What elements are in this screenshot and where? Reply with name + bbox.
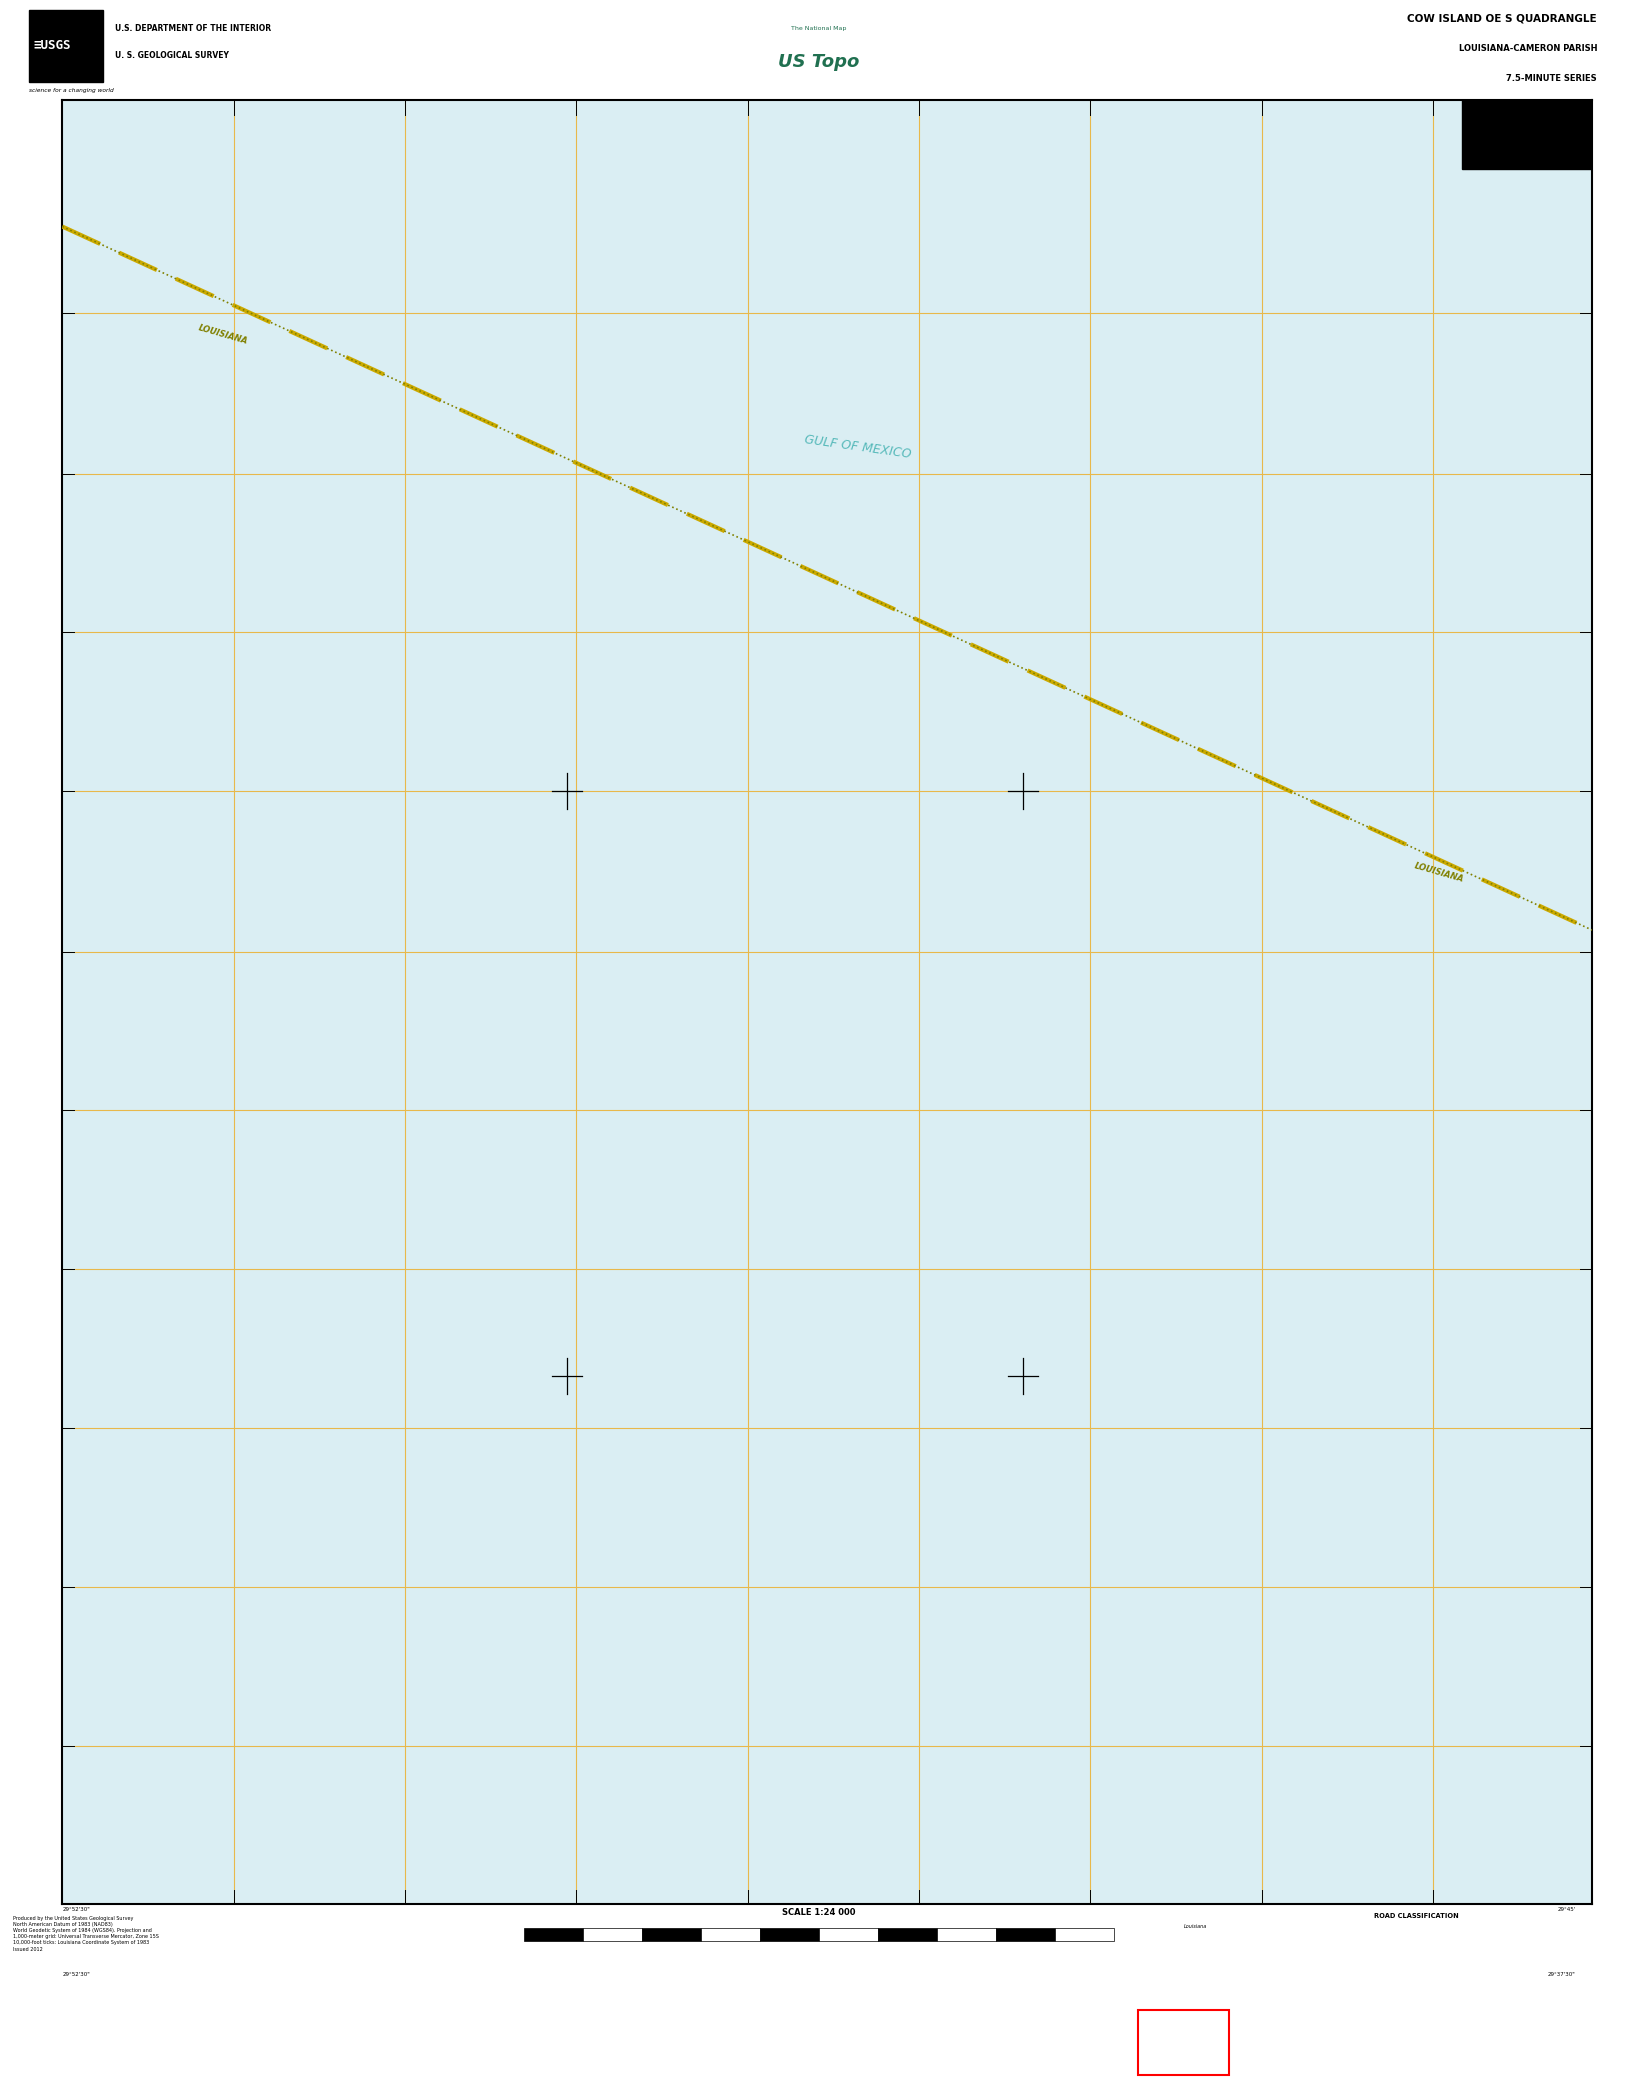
Text: LOUISIANA: LOUISIANA [197,324,249,347]
Bar [819,1927,878,1942]
Text: 7.5-MINUTE SERIES: 7.5-MINUTE SERIES [1507,73,1597,84]
Text: COW ISLAND OE S QUADRANGLE: COW ISLAND OE S QUADRANGLE [1407,13,1597,23]
Bar [760,1927,819,1942]
Text: U.S. DEPARTMENT OF THE INTERIOR: U.S. DEPARTMENT OF THE INTERIOR [115,23,270,33]
Text: Louisiana: Louisiana [1184,1925,1207,1929]
Bar [1138,2011,1228,2075]
Text: ROAD CLASSIFICATION: ROAD CLASSIFICATION [1374,1913,1459,1919]
Text: LOUISIANA: LOUISIANA [1414,860,1464,883]
Bar [524,1927,583,1942]
Text: Produced by the United States Geological Survey
North American Datum of 1983 (NA: Produced by the United States Geological… [13,1915,159,1952]
Text: 29°52'30": 29°52'30" [62,1973,90,1977]
Bar [701,1927,760,1942]
Text: The National Map: The National Map [791,25,847,31]
Bar [996,1927,1055,1942]
Text: SCALE 1:24 000: SCALE 1:24 000 [783,1908,855,1917]
Text: US Topo: US Topo [778,52,860,71]
Text: 29°37'30": 29°37'30" [1548,1973,1576,1977]
Bar [878,1927,937,1942]
Bar [29,10,103,81]
Text: ≡USGS: ≡USGS [33,38,70,52]
Bar [642,1927,701,1942]
Bar [583,1927,642,1942]
Text: GULF OF MEXICO: GULF OF MEXICO [804,432,912,461]
Text: science for a changing world: science for a changing world [29,88,115,92]
Text: 29°52'30": 29°52'30" [62,1906,90,1911]
Text: 29°45': 29°45' [1558,1906,1576,1911]
Text: LOUISIANA-CAMERON PARISH: LOUISIANA-CAMERON PARISH [1458,44,1597,52]
Bar [1463,100,1592,169]
Bar [1055,1927,1114,1942]
Text: U. S. GEOLOGICAL SURVEY: U. S. GEOLOGICAL SURVEY [115,50,229,61]
Bar [937,1927,996,1942]
